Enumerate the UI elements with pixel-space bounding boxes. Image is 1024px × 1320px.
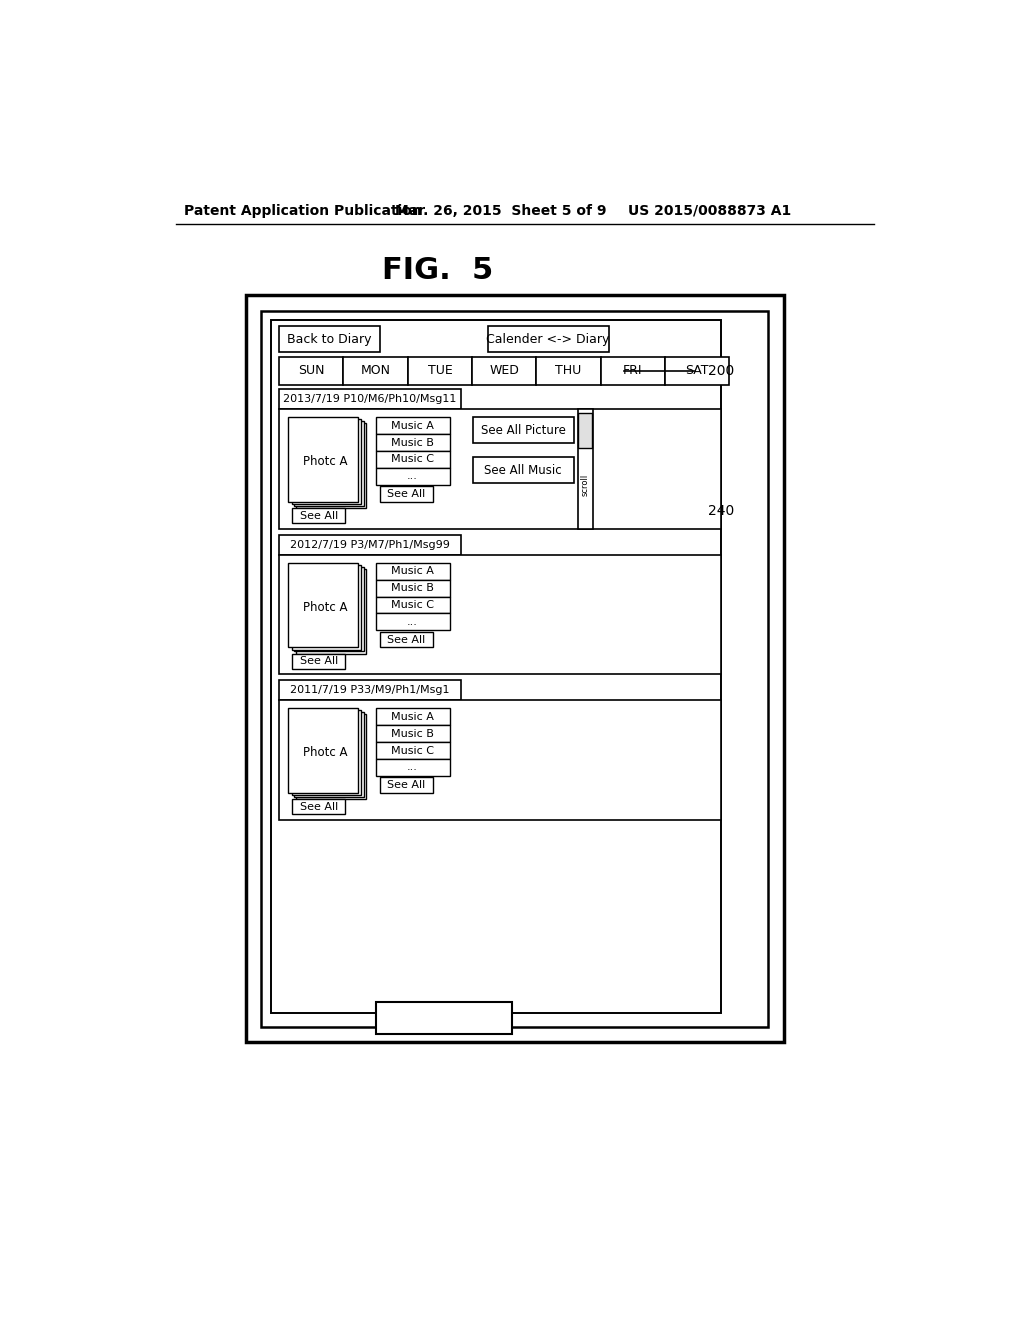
- Text: ...: ...: [407, 763, 418, 772]
- Text: Calender <-> Diary: Calender <-> Diary: [486, 333, 609, 346]
- FancyArrowPatch shape: [446, 474, 691, 510]
- Text: SAT: SAT: [685, 364, 709, 378]
- Bar: [294, 566, 364, 651]
- Text: Music B: Music B: [391, 729, 434, 739]
- Bar: [289, 417, 358, 502]
- Text: See All: See All: [387, 780, 425, 791]
- Text: MON: MON: [360, 364, 390, 378]
- Text: Music B: Music B: [391, 583, 434, 593]
- Text: See All: See All: [387, 490, 425, 499]
- Bar: [473, 457, 573, 483]
- Bar: [376, 742, 450, 759]
- Text: Music C: Music C: [391, 454, 434, 465]
- Bar: [488, 326, 608, 352]
- Bar: [280, 409, 721, 529]
- Bar: [289, 708, 358, 793]
- Bar: [280, 681, 461, 701]
- Bar: [296, 569, 366, 653]
- Text: Music A: Music A: [391, 421, 434, 430]
- Text: THU: THU: [555, 364, 582, 378]
- Text: See All: See All: [300, 511, 338, 520]
- Text: FIG.  5: FIG. 5: [382, 256, 494, 285]
- Text: TUE: TUE: [428, 364, 453, 378]
- Bar: [579, 413, 592, 447]
- Bar: [292, 653, 345, 669]
- Text: Photc A: Photc A: [303, 601, 348, 614]
- Bar: [376, 469, 450, 484]
- Bar: [473, 417, 573, 444]
- Bar: [294, 421, 364, 506]
- Bar: [376, 597, 450, 614]
- Text: Music B: Music B: [391, 437, 434, 447]
- Bar: [280, 701, 721, 820]
- Text: 2013/7/19 P10/M6/Ph10/Msg11: 2013/7/19 P10/M6/Ph10/Msg11: [283, 395, 457, 404]
- Bar: [292, 710, 361, 795]
- Bar: [376, 562, 450, 579]
- Text: US 2015/0088873 A1: US 2015/0088873 A1: [628, 203, 792, 218]
- Text: See All: See All: [300, 656, 338, 667]
- Bar: [380, 487, 432, 502]
- Bar: [578, 409, 593, 529]
- Bar: [292, 565, 361, 649]
- Text: Photc A: Photc A: [303, 455, 348, 469]
- Text: Mar. 26, 2015  Sheet 5 of 9: Mar. 26, 2015 Sheet 5 of 9: [395, 203, 607, 218]
- Bar: [376, 434, 450, 451]
- Bar: [280, 389, 461, 409]
- Bar: [380, 632, 432, 647]
- Bar: [376, 417, 450, 434]
- Bar: [296, 424, 366, 508]
- Text: SUN: SUN: [298, 364, 325, 378]
- Text: ...: ...: [407, 471, 418, 482]
- Text: 2011/7/19 P33/M9/Ph1/Msg1: 2011/7/19 P33/M9/Ph1/Msg1: [290, 685, 450, 696]
- Text: Back to Diary: Back to Diary: [288, 333, 372, 346]
- Bar: [380, 777, 432, 793]
- Text: Patent Application Publication: Patent Application Publication: [183, 203, 422, 218]
- Bar: [376, 725, 450, 742]
- Bar: [261, 312, 768, 1027]
- Bar: [292, 799, 345, 814]
- Text: See All Music: See All Music: [484, 463, 562, 477]
- Text: See All Picture: See All Picture: [481, 424, 565, 437]
- Bar: [376, 759, 450, 776]
- Bar: [271, 321, 721, 1014]
- Bar: [280, 554, 721, 675]
- Text: Music C: Music C: [391, 746, 434, 755]
- Text: Music A: Music A: [391, 711, 434, 722]
- Text: scroll: scroll: [581, 474, 590, 495]
- Bar: [296, 714, 366, 799]
- Bar: [537, 358, 601, 385]
- Bar: [289, 562, 358, 647]
- Bar: [343, 358, 408, 385]
- Bar: [280, 326, 380, 352]
- Bar: [246, 296, 784, 1043]
- Bar: [292, 420, 361, 504]
- Text: 240: 240: [708, 504, 734, 517]
- Bar: [376, 579, 450, 597]
- Text: Music C: Music C: [391, 601, 434, 610]
- Bar: [376, 708, 450, 725]
- Bar: [601, 358, 665, 385]
- Bar: [376, 451, 450, 469]
- Text: WED: WED: [489, 364, 519, 378]
- Bar: [665, 358, 729, 385]
- Text: See All: See All: [387, 635, 425, 644]
- Bar: [472, 358, 537, 385]
- Bar: [294, 711, 364, 797]
- Bar: [376, 614, 450, 631]
- Text: 2012/7/19 P3/M7/Ph1/Msg99: 2012/7/19 P3/M7/Ph1/Msg99: [290, 540, 450, 550]
- Text: 200: 200: [708, 364, 734, 378]
- Bar: [376, 1002, 512, 1034]
- Bar: [292, 508, 345, 523]
- Text: ...: ...: [407, 616, 418, 627]
- Text: FRI: FRI: [624, 364, 643, 378]
- Text: Music A: Music A: [391, 566, 434, 576]
- Bar: [280, 535, 461, 554]
- Text: Photc A: Photc A: [303, 746, 348, 759]
- Bar: [408, 358, 472, 385]
- Text: See All: See All: [300, 801, 338, 812]
- Bar: [280, 358, 343, 385]
